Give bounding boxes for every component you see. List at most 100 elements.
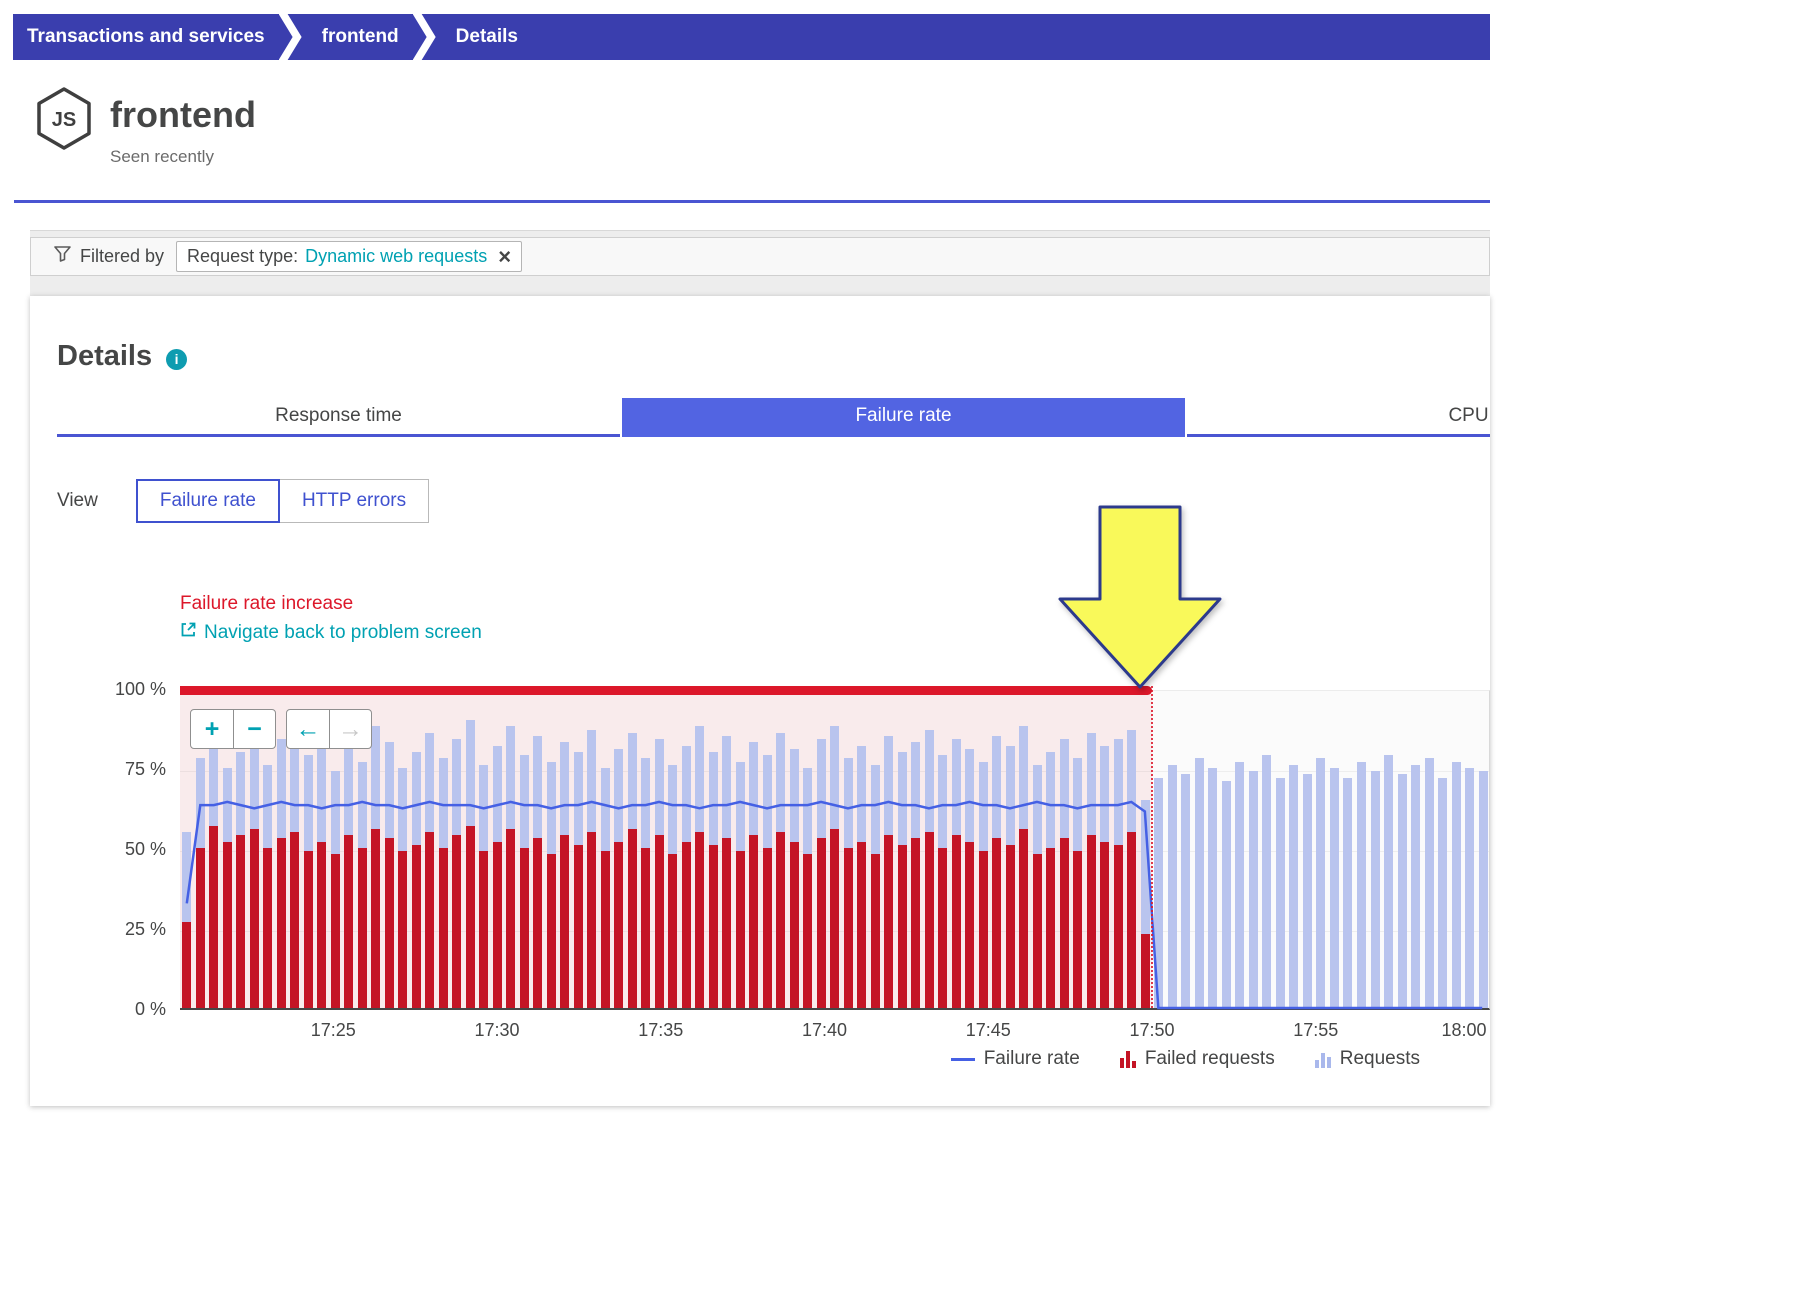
failed-requests-bar [1032, 854, 1042, 1008]
zoom-out-button[interactable]: − [233, 710, 275, 748]
legend-item-failure-rate: Failure rate [950, 1048, 1080, 1070]
requests-bar [1208, 768, 1218, 1008]
failure-rate-line-icon [950, 1057, 975, 1061]
failed-requests-bar [533, 838, 543, 1008]
failed-requests-bar [506, 828, 516, 1008]
requests-bar [1438, 777, 1447, 1008]
breadcrumb-item-transactions-and-services[interactable]: Transactions and services [27, 26, 265, 47]
failed-requests-bar [344, 835, 354, 1008]
requests-bar [1275, 777, 1285, 1008]
requests-bar [1302, 774, 1312, 1008]
y-tick-label: 0 % [134, 999, 166, 1019]
failed-requests-bar [290, 832, 299, 1008]
filter-chip-close-icon[interactable]: × [498, 243, 512, 269]
tab-response-time[interactable]: Response time [57, 398, 620, 437]
failed-requests-bar [614, 841, 624, 1008]
failed-requests-bar [641, 848, 651, 1008]
tab-cpu[interactable]: CPU [1187, 398, 1490, 437]
failed-requests-bar [222, 841, 232, 1008]
header-divider [14, 200, 1490, 203]
failed-requests-bar [398, 851, 408, 1008]
filter-bar: Filtered by Request type: Dynamic web re… [30, 237, 1490, 276]
failed-requests-bar [884, 835, 894, 1008]
filter-chip-request-type[interactable]: Request type: Dynamic web requests × [176, 241, 523, 272]
requests-bar [1356, 761, 1366, 1008]
failed-requests-bar [317, 841, 327, 1008]
failed-requests-bars-icon [1119, 1050, 1136, 1068]
requests-bar [1478, 771, 1488, 1008]
external-link-icon [180, 621, 197, 644]
failed-requests-bar [965, 841, 975, 1008]
tab-failure-rate[interactable]: Failure rate [622, 398, 1185, 437]
requests-bar [1248, 771, 1258, 1008]
failed-requests-bar [330, 854, 340, 1008]
failed-requests-bar [357, 848, 367, 1008]
requests-bar [1194, 758, 1204, 1008]
nodejs-hexagon-icon: JS [35, 86, 93, 157]
chart-legend: Failure rate Failed requests Requests [950, 1048, 1420, 1070]
failure-rate-increase-label: Failure rate increase [180, 593, 354, 614]
legend-label: Failure rate [983, 1048, 1080, 1069]
failed-requests-bar [1005, 844, 1015, 1008]
failed-requests-bar [735, 851, 745, 1008]
x-tick-label: 17:30 [474, 1020, 520, 1040]
failed-requests-bar [857, 841, 867, 1008]
legend-item-failed-requests: Failed requests [1119, 1048, 1275, 1070]
failed-requests-bar [492, 841, 502, 1008]
problem-duration-bar [180, 686, 1153, 695]
y-tick-label: 75 % [124, 759, 166, 779]
requests-bar [1167, 764, 1177, 1008]
failed-requests-bar [843, 848, 853, 1008]
failed-requests-bar [816, 838, 826, 1008]
x-tick-label: 17:35 [638, 1020, 684, 1040]
requests-bar [1181, 774, 1191, 1008]
failed-requests-bar [992, 838, 1002, 1008]
failed-requests-bar [303, 851, 313, 1008]
requests-bar [1397, 774, 1407, 1008]
failed-requests-bar [803, 854, 813, 1008]
failed-requests-bar [762, 848, 772, 1008]
failed-requests-bar [681, 841, 691, 1008]
failed-requests-bar [236, 835, 245, 1008]
failed-requests-bar [371, 828, 381, 1008]
x-tick-label: 17:50 [1129, 1020, 1175, 1040]
breadcrumb-item-frontend[interactable]: frontend [321, 26, 399, 47]
failed-requests-bar [978, 851, 988, 1008]
failed-requests-bar [182, 921, 191, 1008]
failed-requests-bar [276, 838, 286, 1008]
legend-label: Failed requests [1144, 1048, 1275, 1069]
requests-bar [1289, 764, 1299, 1008]
navigate-back-link[interactable]: Navigate back to problem screen [180, 621, 482, 644]
failed-requests-bar [897, 844, 907, 1008]
failed-requests-bar [668, 854, 678, 1008]
view-option-failure-rate[interactable]: Failure rate [135, 479, 280, 523]
failed-requests-bar [1113, 844, 1123, 1008]
view-option-http-errors[interactable]: HTTP errors [278, 479, 430, 523]
failed-requests-bar [1140, 934, 1150, 1008]
x-tick-label: 17:55 [1293, 1020, 1339, 1040]
requests-bar [1411, 764, 1420, 1008]
view-toggle: View Failure rate HTTP errors [57, 478, 430, 524]
requests-bar [1221, 780, 1231, 1008]
failed-requests-bar [600, 851, 610, 1008]
failed-requests-bar [560, 835, 570, 1008]
pan-group: ← → [286, 709, 372, 749]
failed-requests-bar [1019, 828, 1029, 1008]
failed-requests-bar [695, 832, 705, 1008]
breadcrumb-item-details[interactable]: Details [455, 26, 518, 47]
info-icon[interactable]: i [166, 348, 188, 370]
pan-back-button[interactable]: ← [295, 714, 321, 743]
filter-chip-key: Request type: [187, 246, 299, 266]
failed-requests-bar [209, 825, 218, 1008]
failed-requests-bar [452, 835, 462, 1008]
failed-requests-bar [951, 835, 961, 1008]
zoom-in-button[interactable]: + [204, 714, 220, 743]
failed-requests-bar [1073, 851, 1083, 1008]
requests-bar [1424, 758, 1434, 1008]
failed-requests-bar [479, 851, 489, 1008]
failed-requests-bar [776, 832, 786, 1008]
failed-requests-bar [249, 828, 259, 1008]
breadcrumb-chevron-icon [412, 14, 436, 60]
breadcrumb-chevron-icon [278, 14, 302, 60]
